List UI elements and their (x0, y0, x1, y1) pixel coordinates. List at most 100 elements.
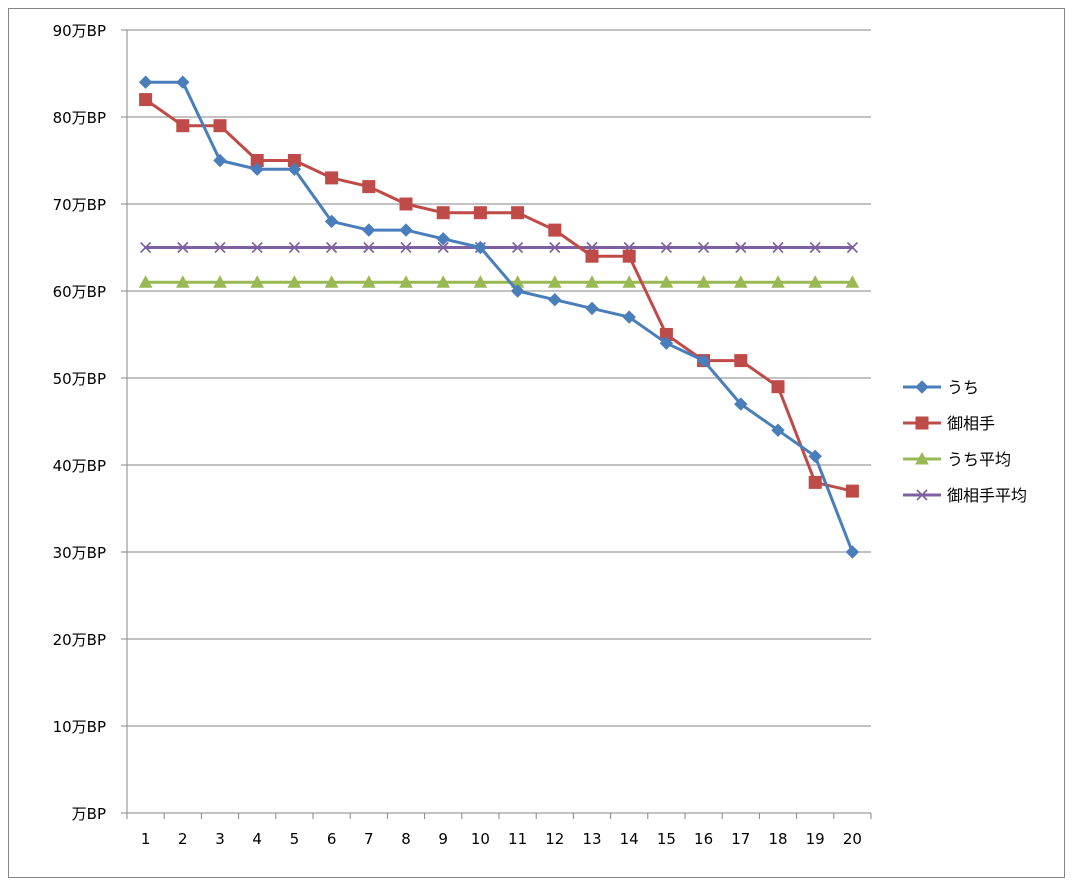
data-point (549, 241, 561, 254)
data-point (139, 93, 153, 107)
x-tick-label: 9 (438, 830, 448, 848)
y-tick-label: 30万BP (53, 544, 106, 562)
data-point (436, 232, 450, 246)
data-point (213, 119, 227, 133)
series-3 (140, 241, 858, 254)
data-point (473, 240, 488, 255)
data-point (140, 241, 152, 254)
data-point (511, 206, 525, 220)
x-tick-label: 1 (141, 830, 151, 848)
legend-entry: うち (903, 378, 979, 397)
data-point (622, 275, 637, 288)
x-tick-label: 5 (290, 830, 300, 848)
data-point (287, 162, 302, 176)
y-tick-label: 20万BP (53, 631, 106, 649)
data-point (809, 241, 821, 254)
data-point (400, 241, 412, 254)
data-point (251, 241, 263, 254)
data-point (324, 275, 339, 288)
x-tick-label: 15 (657, 830, 676, 848)
data-point (361, 275, 376, 288)
legend-entry: 御相手 (903, 414, 995, 433)
y-tick-label: 70万BP (53, 196, 106, 214)
legend-swatch-marker (915, 451, 929, 465)
x-tick-label: 4 (252, 830, 262, 848)
x-tick-label: 18 (768, 830, 787, 848)
data-point (437, 241, 449, 254)
y-tick-label: 80万BP (53, 109, 106, 127)
x-tick-label: 11 (508, 830, 527, 848)
legend-label: うち (947, 378, 979, 397)
y-tick-label: 10万BP (53, 718, 106, 736)
data-point (213, 153, 227, 168)
data-point (214, 241, 226, 254)
series-2 (138, 275, 860, 288)
series-lines (138, 75, 860, 559)
data-point (845, 484, 859, 498)
data-point (808, 475, 822, 489)
data-point (325, 171, 339, 185)
data-point (250, 162, 264, 176)
data-point (175, 275, 190, 288)
data-point (548, 292, 562, 307)
data-point (436, 206, 450, 220)
data-point (660, 241, 672, 254)
x-tick-label: 10 (471, 830, 490, 848)
data-point (548, 223, 562, 237)
data-point (659, 336, 674, 350)
legend-swatch-marker (915, 380, 929, 394)
chart-frame (8, 8, 1065, 878)
data-point (363, 241, 375, 254)
data-point (399, 275, 413, 288)
data-point (324, 214, 339, 229)
legend-entry: うち平均 (903, 450, 1011, 469)
legend-swatch-marker (915, 416, 929, 430)
data-point (585, 249, 599, 263)
x-tick-label: 19 (806, 830, 825, 848)
data-point (547, 275, 562, 288)
y-tick-label: 90万BP (53, 22, 106, 40)
data-point (845, 275, 860, 288)
legend-label: 御相手 (947, 414, 995, 433)
data-point (735, 241, 747, 254)
data-point (585, 301, 599, 316)
series-line (144, 80, 854, 554)
x-tick-label: 14 (620, 830, 639, 848)
data-point (176, 119, 190, 133)
data-point (733, 275, 748, 288)
data-point (138, 275, 153, 288)
legend-entry: 御相手平均 (903, 486, 1027, 505)
data-point (622, 310, 636, 324)
data-point (510, 284, 525, 298)
x-tick-label: 2 (178, 830, 188, 848)
legend-label: 御相手平均 (947, 486, 1027, 505)
x-tick-label: 8 (401, 830, 411, 848)
data-point (176, 75, 190, 89)
x-tick-label: 17 (731, 830, 750, 848)
legend-label: うち平均 (947, 450, 1011, 469)
y-tick-label: 50万BP (53, 370, 106, 388)
data-point (512, 241, 524, 254)
data-point (698, 241, 710, 254)
data-point (213, 275, 227, 288)
x-tick-label: 7 (364, 830, 374, 848)
legend-swatch-marker (916, 489, 928, 501)
gridlines (127, 29, 871, 727)
x-tick-label: 12 (545, 830, 564, 848)
data-point (399, 197, 413, 211)
series-1 (139, 93, 859, 498)
data-point (473, 275, 488, 288)
data-point (326, 241, 338, 254)
axes: 万BP 10万BP 20万BP 30万BP 40万BP 50万BP 60万BP 70万BP 80… (53, 22, 872, 848)
x-tick-label: 20 (843, 830, 862, 848)
data-point (138, 75, 153, 89)
x-tick-label: 13 (582, 830, 601, 848)
data-point (771, 380, 785, 394)
x-tick-label: 6 (327, 830, 337, 848)
data-point (771, 423, 785, 437)
data-point (771, 275, 785, 288)
data-point (585, 275, 599, 288)
data-point (399, 223, 413, 237)
